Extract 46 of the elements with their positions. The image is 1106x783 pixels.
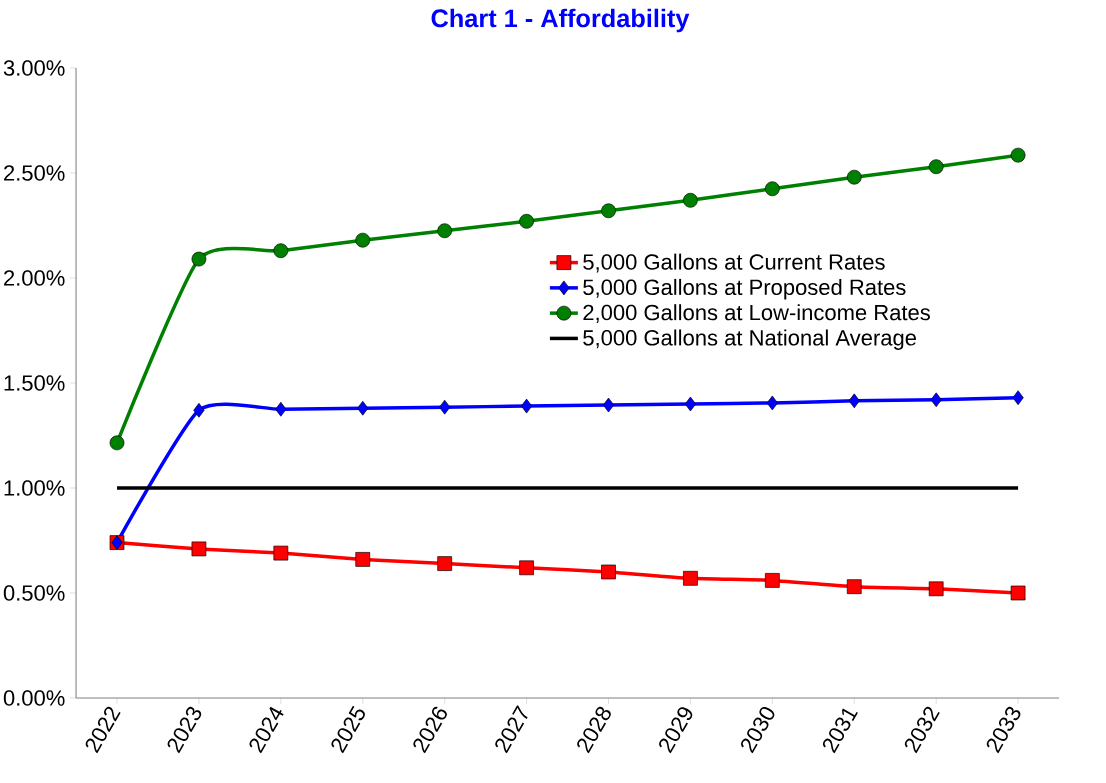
point: [521, 398, 533, 414]
point: [355, 232, 371, 248]
legend-label: 5,000 Gallons at Current Rates: [583, 253, 885, 273]
point: [683, 570, 698, 586]
point: [193, 402, 205, 418]
point: [928, 581, 944, 597]
y-tick-label: 2.50%: [4, 165, 65, 181]
point: [439, 399, 451, 415]
y-tick-label: 1.50%: [4, 375, 65, 391]
point: [109, 435, 125, 451]
point: [1010, 585, 1026, 601]
point: [519, 213, 534, 229]
point: [846, 579, 862, 595]
legend-label: 5,000 Gallons at Proposed Rates: [583, 278, 906, 300]
y-tick-label: 3.00%: [3, 60, 65, 76]
y-tick-label: 2.00%: [4, 270, 65, 286]
point: [357, 400, 369, 416]
point: [765, 573, 780, 588]
point: [928, 159, 944, 175]
legend-label: 2,000 Gallons at Low-income Rates: [583, 304, 930, 323]
point: [355, 552, 371, 567]
point: [519, 560, 534, 576]
point: [765, 181, 780, 197]
point: [437, 223, 453, 239]
point: [1010, 147, 1026, 163]
point: [766, 395, 778, 411]
y-tick-label: 0.00%: [3, 690, 65, 706]
point: [273, 545, 289, 561]
chart-title: Chart 1 - Affordability: [431, 8, 690, 33]
point: [191, 541, 207, 557]
point: [437, 556, 453, 571]
point: [846, 169, 862, 185]
point: [601, 203, 616, 219]
point: [684, 396, 697, 412]
point: [275, 401, 287, 417]
legend-label: 5,000 Gallons at National Average: [583, 329, 916, 350]
point: [601, 564, 616, 580]
point: [191, 251, 207, 267]
point: [273, 243, 289, 259]
point: [930, 392, 942, 408]
point: [848, 393, 860, 409]
y-tick-label: 1.00%: [4, 480, 65, 496]
point: [602, 397, 615, 413]
y-tick-label: 0.50%: [3, 585, 65, 601]
point: [1012, 390, 1024, 406]
point: [683, 192, 698, 208]
